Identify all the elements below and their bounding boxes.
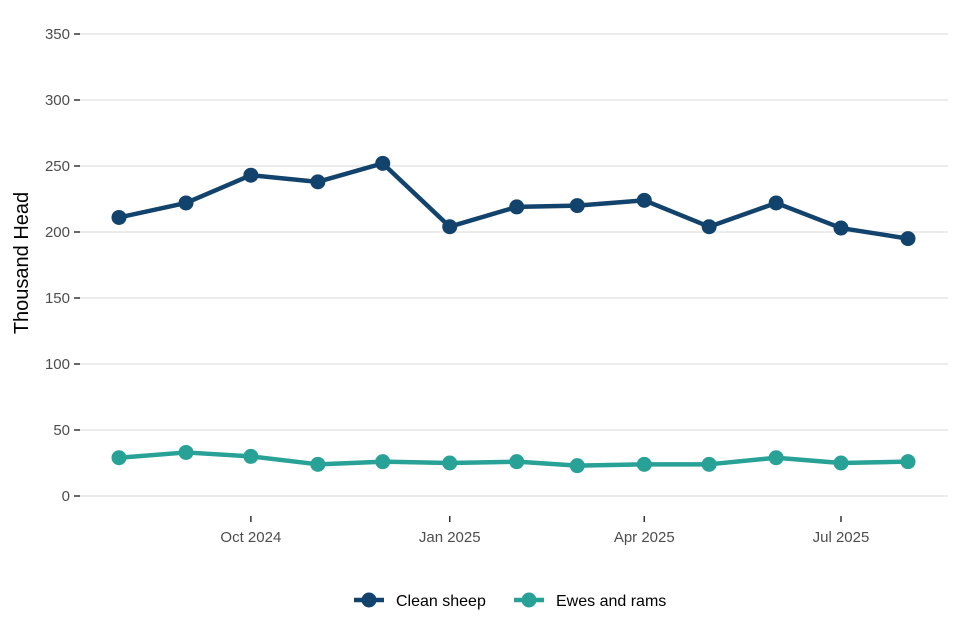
y-tick-label: 0 — [62, 488, 70, 505]
data-point — [636, 192, 652, 208]
legend-label: Clean sheep — [396, 593, 486, 610]
data-point — [178, 444, 194, 460]
series-group — [111, 155, 916, 474]
data-point — [569, 198, 585, 214]
x-tick-label: Jul 2025 — [813, 529, 870, 546]
data-point — [833, 455, 849, 471]
y-tick-label: 350 — [45, 26, 70, 43]
data-point — [442, 455, 458, 471]
y-tick-label: 150 — [45, 290, 70, 307]
data-point — [900, 454, 916, 470]
x-tick-label: Apr 2025 — [614, 529, 675, 546]
y-tick-label: 300 — [45, 92, 70, 109]
x-tick-label: Jan 2025 — [419, 529, 481, 546]
y-axis: 0 50 100 150 200 250 300 350 — [45, 26, 80, 505]
data-point — [636, 456, 652, 472]
y-tick-label: 50 — [53, 422, 70, 439]
gridlines — [80, 33, 948, 497]
legend: Clean sheep Ewes and rams — [354, 592, 666, 610]
data-point — [833, 220, 849, 236]
data-point — [111, 450, 127, 466]
data-point — [768, 195, 784, 211]
data-point — [701, 456, 717, 472]
series-clean-sheep — [111, 155, 916, 247]
y-axis-title: Thousand Head — [11, 192, 33, 334]
x-tick-label: Oct 2024 — [220, 529, 281, 546]
y-tick-label: 200 — [45, 224, 70, 241]
data-point — [900, 231, 916, 247]
data-point — [243, 167, 259, 183]
data-point — [310, 174, 326, 190]
data-point — [243, 448, 259, 464]
data-point — [701, 219, 717, 235]
y-tick-label: 100 — [45, 356, 70, 373]
legend-key-point — [521, 592, 537, 608]
data-point — [569, 458, 585, 474]
data-point — [111, 209, 127, 225]
legend-key-point — [361, 592, 377, 608]
data-point — [509, 199, 525, 215]
data-point — [509, 454, 525, 470]
data-point — [310, 456, 326, 472]
legend-item: Clean sheep — [354, 592, 486, 610]
data-point — [768, 450, 784, 466]
data-point — [375, 155, 391, 171]
series-ewes-and-rams — [111, 444, 916, 474]
legend-item: Ewes and rams — [514, 592, 666, 610]
x-axis: Oct 2024 Jan 2025 Apr 2025 Jul 2025 — [220, 516, 869, 546]
legend-label: Ewes and rams — [556, 593, 666, 610]
y-tick-label: 250 — [45, 158, 70, 175]
data-point — [442, 219, 458, 235]
data-point — [375, 454, 391, 470]
data-point — [178, 195, 194, 211]
